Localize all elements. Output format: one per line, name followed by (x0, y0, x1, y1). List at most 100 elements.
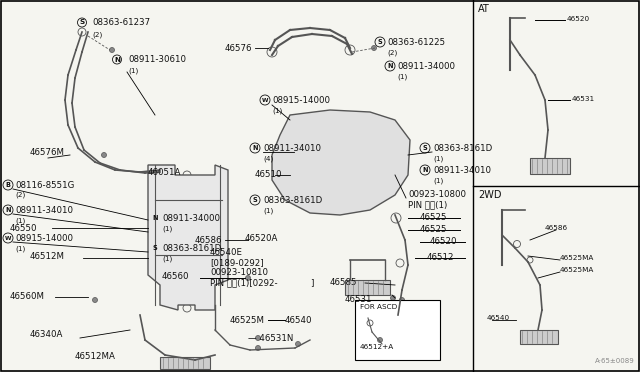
Text: [0189-0292]: [0189-0292] (210, 258, 264, 267)
Circle shape (296, 341, 301, 346)
Text: 46520: 46520 (430, 237, 458, 246)
Text: (1): (1) (15, 217, 25, 224)
Text: 46540: 46540 (285, 316, 312, 325)
Text: (2): (2) (387, 49, 397, 55)
Circle shape (291, 153, 296, 157)
Text: N: N (5, 207, 11, 213)
Text: 46525MA: 46525MA (560, 267, 595, 273)
Text: S: S (378, 39, 382, 45)
Text: A·65±0089: A·65±0089 (595, 358, 635, 364)
Text: 08363-61225: 08363-61225 (387, 38, 445, 47)
Text: W: W (262, 97, 268, 103)
Circle shape (378, 337, 383, 343)
Text: (1): (1) (433, 155, 444, 161)
Text: 08911-34010: 08911-34010 (15, 206, 73, 215)
Text: 00923-10810: 00923-10810 (210, 268, 268, 277)
Text: S: S (152, 245, 157, 251)
Text: 08911-34010: 08911-34010 (263, 144, 321, 153)
Text: 46510: 46510 (255, 170, 282, 179)
Text: 46531: 46531 (345, 295, 372, 304)
Text: 46525: 46525 (420, 213, 447, 222)
Text: 08915-14000: 08915-14000 (15, 234, 73, 243)
Text: S: S (422, 145, 428, 151)
Text: (1): (1) (433, 177, 444, 183)
Circle shape (246, 276, 250, 280)
Text: 2WD: 2WD (478, 190, 502, 200)
Text: 46512MA: 46512MA (75, 352, 116, 361)
Circle shape (399, 298, 404, 302)
Text: (1): (1) (263, 207, 273, 214)
Circle shape (255, 336, 260, 340)
Circle shape (93, 298, 97, 302)
Text: 00923-10800: 00923-10800 (408, 190, 466, 199)
Text: PIN ピン(1): PIN ピン(1) (408, 200, 447, 209)
Text: 46586: 46586 (195, 236, 223, 245)
Polygon shape (272, 110, 410, 215)
Text: (1): (1) (128, 67, 138, 74)
Text: 46540: 46540 (487, 315, 510, 321)
Text: N: N (387, 63, 393, 69)
Text: N: N (422, 167, 428, 173)
Text: 46576M: 46576M (30, 148, 65, 157)
FancyBboxPatch shape (160, 357, 210, 369)
Text: 46512M: 46512M (30, 252, 65, 261)
Text: 46576: 46576 (225, 44, 253, 53)
Text: 46520A: 46520A (245, 234, 278, 243)
Text: 46531: 46531 (572, 96, 595, 102)
Text: 08363-8161D: 08363-8161D (263, 196, 323, 205)
Text: 46560M: 46560M (10, 292, 45, 301)
Text: 46525: 46525 (420, 225, 447, 234)
Circle shape (392, 153, 397, 157)
Circle shape (371, 45, 376, 51)
Text: 46560: 46560 (162, 272, 189, 281)
Text: — 46531N: — 46531N (248, 334, 293, 343)
Circle shape (392, 173, 397, 177)
Text: 46525M: 46525M (230, 316, 265, 325)
Text: 46051A: 46051A (148, 168, 181, 177)
Text: 08363-8161D: 08363-8161D (433, 144, 492, 153)
Text: (1): (1) (15, 245, 25, 251)
Text: 46340A: 46340A (30, 330, 63, 339)
Text: 46525MA: 46525MA (560, 255, 595, 261)
FancyBboxPatch shape (345, 280, 390, 295)
Text: 08116-8551G: 08116-8551G (15, 181, 74, 190)
Text: S: S (253, 197, 257, 203)
Circle shape (102, 153, 106, 157)
Text: B: B (6, 182, 10, 188)
Circle shape (390, 295, 396, 301)
Text: 46585: 46585 (330, 278, 358, 287)
Text: N: N (152, 215, 157, 221)
Text: 08915-14000: 08915-14000 (272, 96, 330, 105)
Text: 46512: 46512 (427, 253, 454, 262)
Text: 46520: 46520 (567, 16, 590, 22)
Text: 08911-34000: 08911-34000 (162, 214, 220, 223)
Text: 08911-30610: 08911-30610 (128, 55, 186, 64)
Text: (1): (1) (162, 255, 172, 262)
Text: 08363-61237: 08363-61237 (92, 18, 150, 27)
Text: (4): (4) (263, 155, 273, 161)
Text: (1): (1) (162, 225, 172, 231)
Text: N: N (114, 57, 120, 62)
Text: 46586: 46586 (545, 225, 568, 231)
Text: 46550: 46550 (10, 224, 38, 233)
Text: FOR ASCD: FOR ASCD (360, 304, 397, 310)
Text: (2): (2) (92, 31, 102, 38)
Text: 08911-34010: 08911-34010 (433, 166, 491, 175)
Text: PIN ピン(1)[0292-: PIN ピン(1)[0292- (210, 278, 278, 287)
Text: 08911-34000: 08911-34000 (397, 62, 455, 71)
Text: 46512+A: 46512+A (360, 344, 394, 350)
Text: (1): (1) (272, 107, 282, 113)
FancyBboxPatch shape (520, 330, 558, 344)
Text: S: S (79, 19, 84, 26)
Text: 46540E: 46540E (210, 248, 243, 257)
Text: 08363-8161D: 08363-8161D (162, 244, 221, 253)
Text: ]: ] (310, 278, 314, 287)
Text: AT: AT (478, 4, 490, 14)
FancyBboxPatch shape (530, 158, 570, 174)
Text: (1): (1) (397, 73, 407, 80)
Circle shape (109, 48, 115, 52)
Polygon shape (148, 165, 228, 310)
Circle shape (255, 346, 260, 350)
FancyBboxPatch shape (355, 300, 440, 360)
Text: N: N (252, 145, 258, 151)
